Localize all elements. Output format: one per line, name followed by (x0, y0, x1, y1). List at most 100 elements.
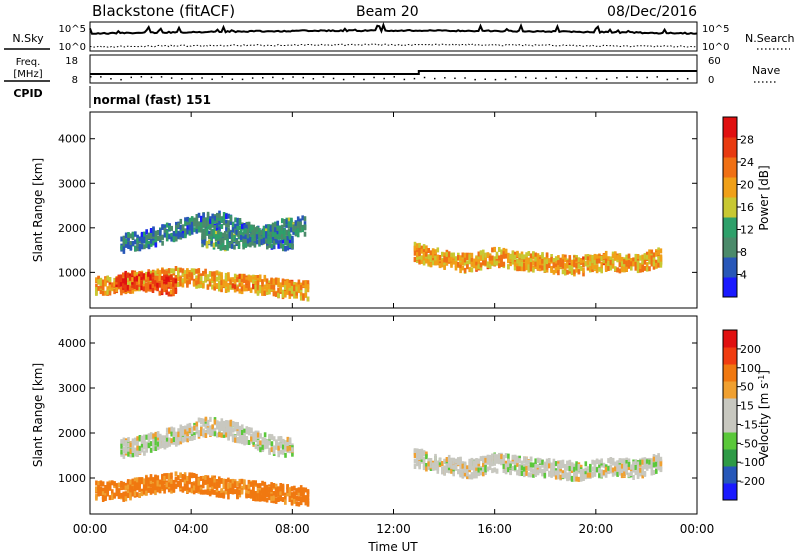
echo-cell (163, 270, 166, 276)
noise-sky-label: N.Sky (12, 32, 44, 45)
echo-cell (147, 244, 151, 250)
echo-cell (246, 232, 250, 238)
echo-cell (570, 465, 574, 471)
echo-cell (206, 420, 210, 426)
echo-cell (190, 435, 194, 441)
velocity-ylabel: Slant Range [km] (31, 363, 45, 467)
echo-cell (502, 247, 506, 253)
echo-cell (167, 291, 171, 297)
echo-cell (179, 432, 183, 438)
echo-cell (548, 463, 551, 469)
echo-cell (470, 465, 474, 471)
echo-cell (520, 261, 524, 267)
echo-cell (202, 222, 205, 228)
echo-cell (502, 253, 506, 259)
echo-cell (179, 424, 183, 430)
echo-cell (256, 488, 260, 494)
echo-cell (484, 457, 487, 463)
echo-cell (288, 488, 292, 494)
echo-cell (595, 268, 599, 274)
echo-cell (509, 470, 512, 475)
y-tick-label: 4000 (58, 337, 86, 350)
echo-cell (134, 246, 137, 251)
echo-cell (304, 292, 308, 298)
nave-dot (191, 77, 193, 80)
echo-cell (220, 280, 223, 286)
nave-dot (312, 77, 315, 80)
echo-cell (484, 255, 487, 261)
echo-cell (255, 226, 259, 232)
echo-cell (195, 488, 198, 493)
echo-cell (221, 232, 225, 238)
echo-cell (170, 225, 173, 231)
echo-cell (205, 230, 209, 236)
echo-cell (154, 490, 157, 496)
echo-cell (245, 439, 249, 445)
echo-cell (161, 224, 164, 230)
echo-cell (225, 227, 228, 233)
echo-cell (211, 213, 214, 219)
echo-cell (272, 445, 276, 451)
echo-cell (163, 473, 166, 479)
echo-cell (104, 488, 107, 494)
echo-cell (195, 473, 198, 479)
echo-cell (509, 261, 512, 267)
echo-cell (184, 231, 187, 237)
echo-cell (115, 287, 118, 293)
echo-cell (301, 227, 304, 233)
echo-cell (216, 219, 219, 225)
echo-cell (161, 480, 164, 486)
echo-cell (413, 453, 417, 458)
echo-cell (627, 465, 631, 471)
echo-cell (143, 238, 146, 244)
echo-cell (202, 483, 205, 489)
echo-cell (263, 482, 267, 488)
echo-cell (577, 257, 581, 263)
echo-cell (245, 436, 249, 441)
echo-cell (441, 262, 444, 268)
echo-cell (561, 459, 565, 465)
echo-cell (468, 259, 471, 265)
echo-cell (538, 263, 542, 269)
echo-cell (158, 269, 162, 275)
echo-cell (220, 488, 223, 494)
colorbar-swatch (723, 257, 737, 278)
echo-cell (192, 489, 196, 495)
echo-cell (201, 242, 204, 248)
echo-cell (224, 486, 228, 491)
echo-cell (179, 218, 183, 224)
echo-cell (215, 479, 219, 484)
echo-cell (639, 459, 642, 465)
echo-cell (168, 225, 171, 231)
echo-cell (218, 280, 221, 286)
echo-cell (659, 256, 663, 262)
echo-cell (193, 217, 196, 223)
echo-cell (211, 222, 214, 228)
echo-cell (422, 458, 426, 464)
echo-cell (154, 436, 158, 442)
echo-cell (532, 267, 535, 273)
echo-cell (277, 436, 280, 442)
echo-cell (525, 470, 528, 476)
echo-cell (206, 218, 210, 224)
echo-cell (254, 496, 257, 502)
echo-cell (575, 461, 578, 467)
echo-cell (243, 432, 246, 438)
echo-cell (147, 478, 150, 484)
echo-cell (589, 463, 592, 469)
echo-cell (129, 480, 132, 486)
echo-cell (639, 471, 642, 477)
nave-dot (676, 78, 679, 80)
echo-cell (529, 258, 533, 264)
echo-cell (263, 496, 267, 502)
echo-cell (657, 247, 660, 253)
echo-cell (159, 433, 162, 439)
echo-cell (504, 468, 508, 474)
echo-cell (582, 262, 585, 268)
echo-cell (106, 481, 109, 487)
echo-cell (427, 461, 430, 467)
echo-cell (126, 493, 130, 498)
echo-cell (231, 421, 235, 427)
